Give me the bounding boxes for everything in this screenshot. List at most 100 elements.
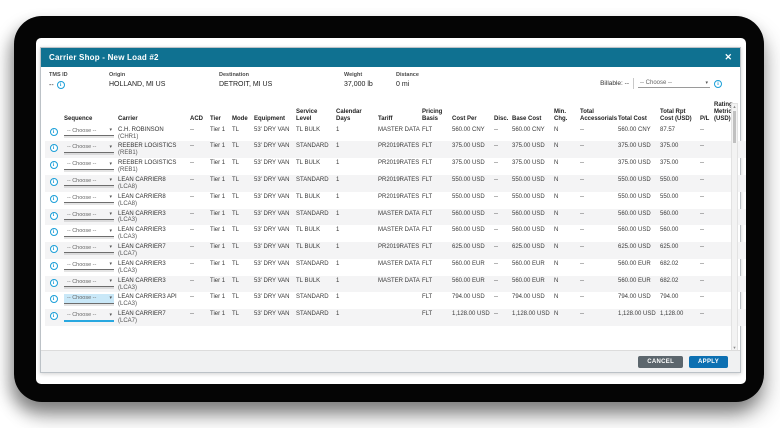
row-info-icon[interactable]: i (49, 278, 58, 287)
cost-per-cell: 375.00 USD (452, 160, 485, 167)
sequence-dropdown[interactable]: -- Choose -- ▾ (64, 261, 114, 271)
col-header-total-cost: Total Cost (618, 115, 647, 122)
total-cost-cell: 375.00 USD (618, 160, 651, 167)
cost-per-cell: 1,128.00 USD (450, 309, 492, 327)
min-chg-cell: N (554, 126, 559, 133)
row-info-icon[interactable]: i (49, 295, 58, 304)
row-info-icon[interactable]: i (49, 228, 58, 237)
col-header-blank (45, 101, 62, 125)
total-rpt-cost-cell: 1,128.00 (658, 309, 698, 327)
acd-cell: -- (190, 260, 194, 267)
mode-cell: TL (232, 227, 240, 234)
billable-info-icon[interactable]: i (714, 79, 722, 88)
scrollbar-thumb[interactable] (733, 111, 736, 143)
mode-cell: TL (230, 175, 252, 192)
sequence-dropdown[interactable]: -- Choose -- ▾ (64, 177, 114, 187)
table-row: i -- Choose -- ▾ REEBER LOGISTICS (REB1)… (45, 158, 746, 175)
carrier-cell: LEAN CARRIER3 API (LCA3) (118, 294, 177, 308)
tms-id-info-icon[interactable]: i (56, 81, 65, 89)
min-chg-cell: N (552, 208, 578, 226)
table-row: i -- Choose -- ▾ C.H. ROBINSON (CHR1) --… (45, 125, 746, 142)
service-level-cell: STANDARD (296, 260, 329, 267)
apply-button[interactable]: APPLY (689, 355, 728, 368)
acd-cell: -- (190, 294, 194, 301)
acd-cell: -- (188, 242, 208, 259)
row-info-icon[interactable]: i (49, 245, 58, 254)
sequence-dropdown-value: -- Choose -- (67, 178, 97, 185)
pl-cell: -- (698, 208, 712, 226)
total-rpt-cost-cell: 550.00 (660, 193, 679, 200)
row-info-icon[interactable]: i (49, 178, 58, 187)
total-accessorials-cell: -- (578, 309, 616, 327)
calendar-days-cell: 1 (334, 141, 376, 159)
sequence-dropdown[interactable]: -- Choose -- ▾ (64, 160, 114, 170)
chevron-down-icon: ▾ (109, 210, 112, 217)
row-info-icon[interactable]: i (49, 127, 58, 136)
origin-label: Origin (109, 72, 126, 78)
tms-id-value: -- (49, 81, 54, 89)
rating-metric-cell (712, 242, 746, 259)
sequence-dropdown[interactable]: -- Choose -- ▾ (64, 294, 114, 304)
calendar-days-cell: 1 (334, 175, 376, 192)
dialog-titlebar: Carrier Shop - New Load #2 ✕ (41, 48, 740, 67)
sequence-dropdown[interactable]: -- Choose -- ▾ (64, 227, 114, 237)
sequence-dropdown[interactable]: -- Choose -- ▾ (64, 311, 114, 322)
row-info-icon[interactable]: i (49, 261, 58, 270)
disc-cell: -- (492, 275, 510, 293)
total-rpt-cost-cell: 682.02 (660, 260, 679, 267)
chevron-down-icon: ▾ (109, 261, 112, 268)
scroll-down-icon[interactable]: ▼ (732, 345, 737, 350)
sequence-dropdown[interactable]: -- Choose -- ▾ (64, 143, 114, 153)
disc-cell: -- (492, 175, 510, 192)
carrier-cell: LEAN CARRIER7 (LCA7) (116, 309, 188, 327)
col-header-disc: Disc. (494, 115, 509, 122)
service-level-cell: TL BULK (296, 193, 321, 200)
chevron-down-icon: ▾ (109, 177, 112, 184)
carrier-cell: LEAN CARRIER8 (LCA8) (116, 175, 188, 192)
calendar-days-cell: 1 (334, 208, 376, 226)
tariff-cell: MASTER DATA (378, 126, 420, 133)
sequence-dropdown[interactable]: -- Choose -- ▾ (64, 211, 114, 220)
row-info-icon[interactable]: i (49, 194, 58, 203)
rating-metric-cell (712, 158, 746, 175)
equipment-cell: 53' DRY VAN (252, 175, 294, 192)
min-chg-cell: N (554, 294, 559, 301)
col-header-pricing-basis: Pricing Basis (422, 108, 443, 122)
row-info-icon[interactable]: i (49, 144, 58, 153)
total-cost-cell: 625.00 USD (616, 242, 658, 259)
row-info-icon[interactable]: i (49, 161, 58, 170)
disc-cell: -- (494, 126, 498, 133)
vertical-scrollbar[interactable]: ▲ ▼ (731, 103, 738, 351)
disc-cell: -- (494, 193, 498, 200)
cancel-button[interactable]: CANCEL (638, 355, 684, 368)
billable-label: Billable: -- (600, 80, 629, 87)
row-info-icon[interactable]: i (49, 312, 58, 321)
table-row: i -- Choose -- ▾ LEAN CARRIER3 (LCA3) --… (45, 275, 746, 293)
pl-cell: -- (698, 175, 712, 192)
pricing-basis-cell: FLT (422, 260, 433, 267)
destination-label: Destination (219, 72, 249, 78)
col-header-tariff: Tariff (378, 115, 393, 122)
calendar-days-cell: 1 (336, 193, 340, 200)
pl-cell: -- (700, 160, 704, 167)
total-accessorials-cell: -- (580, 193, 584, 200)
sequence-dropdown[interactable]: -- Choose -- ▾ (64, 127, 114, 136)
cost-per-cell: 375.00 USD (450, 141, 492, 159)
close-icon[interactable]: ✕ (724, 52, 732, 62)
row-info-icon[interactable]: i (49, 211, 58, 220)
sequence-dropdown[interactable]: -- Choose -- ▾ (64, 244, 114, 254)
sequence-dropdown[interactable]: -- Choose -- ▾ (64, 278, 114, 288)
sequence-dropdown[interactable]: -- Choose -- ▾ (64, 194, 114, 204)
chevron-down-icon: ▾ (109, 194, 112, 201)
acd-cell: -- (188, 275, 208, 293)
service-level-cell: STANDARD (296, 294, 329, 301)
tier-cell: Tier 1 (210, 160, 226, 167)
base-cost-cell: 560.00 EUR (512, 260, 545, 267)
mode-cell: TL (232, 260, 240, 267)
tier-cell: Tier 1 (208, 141, 230, 159)
disc-cell: -- (494, 260, 498, 267)
table-row: i -- Choose -- ▾ LEAN CARRIER8 (LCA8) --… (45, 192, 746, 209)
scroll-up-icon[interactable]: ▲ (732, 104, 737, 109)
disc-cell: -- (492, 208, 510, 226)
billable-dropdown[interactable]: -- Choose -- ▾ (638, 79, 710, 88)
